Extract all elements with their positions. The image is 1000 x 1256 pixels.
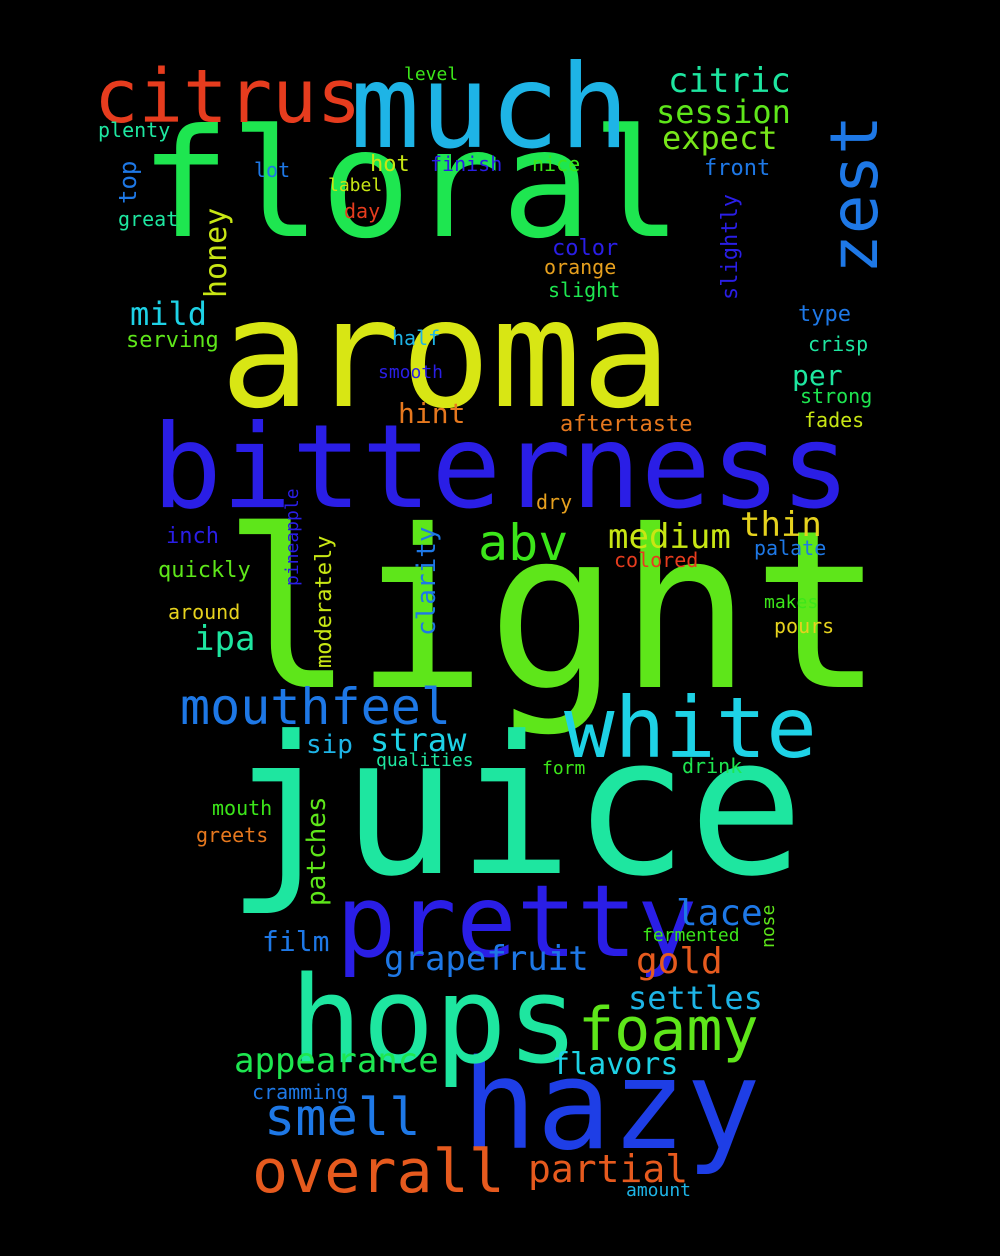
word-type: type: [798, 302, 851, 327]
word-amount: amount: [626, 1180, 692, 1201]
word-great: great: [118, 207, 179, 231]
word-qualities: qualities: [376, 750, 474, 771]
word-colored: colored: [614, 548, 699, 572]
word-day: day: [344, 199, 381, 223]
word-label: label: [328, 175, 383, 196]
word-serving: serving: [126, 328, 219, 353]
word-fermented: fermented: [642, 925, 740, 946]
word-mouth: mouth: [212, 796, 273, 820]
word-half: half: [392, 326, 441, 350]
word-greets: greets: [196, 823, 269, 847]
word-quickly: quickly: [158, 558, 251, 583]
word-grapefruit: grapefruit: [384, 939, 589, 979]
word-plenty: plenty: [98, 118, 171, 142]
word-juice: juice: [226, 696, 804, 919]
word-palate: palate: [754, 536, 827, 560]
word-honey: honey: [199, 207, 234, 298]
word-pineapple: pineapple: [282, 488, 303, 586]
word-crisp: crisp: [808, 332, 869, 356]
word-appearance: appearance: [234, 1041, 439, 1081]
word-around: around: [168, 600, 241, 624]
word-zest: zest: [816, 115, 893, 274]
word-smell: smell: [264, 1088, 421, 1148]
word-inch: inch: [166, 524, 219, 549]
word-moderately: moderately: [312, 535, 337, 668]
word-session: session: [656, 93, 791, 131]
word-overall: overall: [252, 1137, 505, 1207]
word-pretty: pretty: [336, 863, 698, 980]
word-thin: thin: [740, 505, 822, 545]
word-nose: nose: [758, 904, 779, 948]
word-light: light: [222, 483, 885, 739]
word-medium: medium: [608, 517, 731, 557]
word-citric: citric: [668, 61, 791, 101]
word-level: level: [404, 64, 459, 85]
word-front: front: [704, 156, 771, 181]
word-dry: dry: [536, 490, 573, 514]
word-ipa: ipa: [194, 619, 256, 659]
word-abv: abv: [478, 514, 569, 572]
word-hot: hot: [370, 152, 410, 177]
word-fades: fades: [804, 408, 865, 432]
word-top: top: [114, 160, 142, 204]
word-flavors: flavors: [552, 1047, 679, 1082]
word-mouthfeel: mouthfeel: [180, 678, 451, 736]
word-partial: partial: [528, 1147, 689, 1191]
word-per: per: [792, 359, 843, 392]
word-hazy: hazy: [462, 1034, 761, 1178]
word-form: form: [542, 758, 586, 779]
word-straw: straw: [370, 721, 467, 759]
word-drink: drink: [682, 754, 743, 778]
word-cramming: cramming: [252, 1080, 349, 1104]
word-clarity: clarity: [412, 526, 442, 636]
word-expect: expect: [662, 119, 778, 157]
word-white: white: [564, 679, 817, 777]
word-floral: floral: [140, 98, 682, 272]
word-hops: hops: [290, 952, 579, 1091]
word-much: much: [350, 40, 630, 175]
word-sip: sip: [306, 730, 353, 760]
word-film: film: [262, 925, 330, 958]
word-patches: patches: [302, 796, 332, 906]
word-settles: settles: [628, 979, 763, 1017]
word-smooth: smooth: [378, 362, 444, 383]
word-nice: nice: [532, 152, 581, 176]
word-aroma: aroma: [220, 268, 672, 442]
word-hint: hint: [398, 397, 466, 430]
word-gold: gold: [636, 941, 723, 982]
word-strong: strong: [800, 384, 873, 408]
word-bitterness: bitterness: [152, 400, 851, 535]
word-finish: finish: [430, 152, 503, 176]
word-lot: lot: [254, 158, 291, 182]
word-lace: lace: [676, 893, 763, 934]
word-orange: orange: [544, 255, 617, 279]
word-aftertaste: aftertaste: [560, 412, 693, 437]
word-slight: slight: [548, 278, 621, 302]
word-foamy: foamy: [578, 995, 759, 1065]
word-slightly: slightly: [718, 194, 743, 300]
word-color: color: [552, 236, 619, 261]
word-citrus: citrus: [94, 54, 362, 140]
word-mild: mild: [130, 295, 208, 333]
word-makes: makes: [764, 592, 819, 613]
word-pours: pours: [774, 614, 835, 638]
